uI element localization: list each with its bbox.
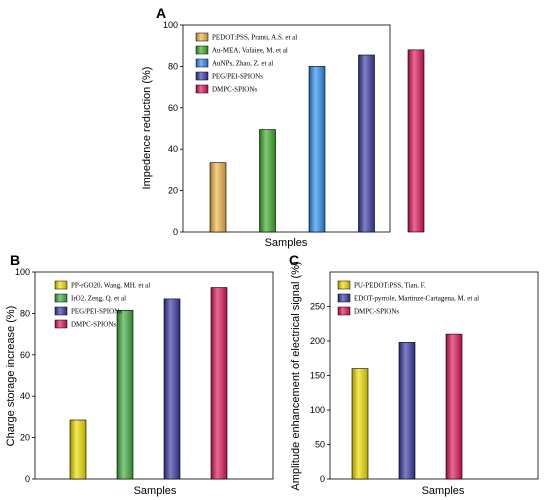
- bar: [116, 309, 134, 480]
- bar: [398, 342, 416, 480]
- legend-swatch: [54, 319, 68, 329]
- panel-letter: B: [10, 252, 20, 268]
- y-tick-label: 40: [20, 391, 30, 401]
- legend-swatch: [195, 84, 209, 94]
- bar: [407, 49, 425, 233]
- y-tick-label: 80: [20, 308, 30, 318]
- y-tick-label: 100: [163, 20, 178, 30]
- legend-swatch: [54, 293, 68, 303]
- legend-swatch: [195, 45, 209, 55]
- legend-label: AuNPs, Zhao, Z. et al: [212, 60, 273, 68]
- bar: [209, 162, 227, 233]
- y-tick-label: 60: [20, 350, 30, 360]
- bar: [259, 129, 276, 233]
- panel-letter: C: [289, 252, 299, 268]
- bar: [210, 287, 228, 480]
- legend-swatch: [54, 306, 68, 316]
- legend-swatch: [195, 58, 209, 68]
- legend-swatch: [337, 280, 351, 290]
- y-tick-label: 250: [310, 302, 325, 312]
- y-tick-label: 60: [168, 103, 178, 113]
- bar: [351, 368, 369, 480]
- y-tick-label: 50: [315, 440, 325, 450]
- y-tick-label: 20: [168, 186, 178, 196]
- x-axis-label: Samples: [422, 485, 465, 497]
- y-tick-label: 0: [25, 474, 30, 484]
- legend-label: DMPC-SPIONs: [212, 86, 257, 94]
- legend-swatch: [337, 293, 351, 303]
- x-axis-label: Samples: [134, 485, 177, 497]
- legend-label: PEG/PEI-SPIONs: [212, 73, 263, 81]
- legend-swatch: [195, 32, 209, 42]
- y-tick-label: 100: [310, 405, 325, 415]
- legend-label: Au-MEA, Vafaiee, M. et al: [212, 47, 288, 55]
- bar: [445, 333, 463, 480]
- legend-label: PU-PEDOT:PSS, Tian, F.: [354, 282, 426, 290]
- y-tick-label: 200: [310, 336, 325, 346]
- panel-a: A 0 20 40 60 80 100 Impedence reduction (%) Samp…: [141, 5, 425, 249]
- legend-label: PEDOT:PSS, Pranti, A.S. et al: [212, 34, 297, 42]
- plot-frame: [34, 271, 274, 480]
- y-axis-label: Charge storage increase (%): [5, 306, 17, 447]
- bar: [358, 54, 375, 233]
- legend-swatch: [337, 306, 351, 316]
- legend-label: DMPC-SPIONs: [71, 321, 116, 329]
- y-axis-label: Impedence reduction (%): [141, 67, 153, 190]
- y-tick-label: 80: [168, 61, 178, 71]
- legend-swatch: [195, 71, 209, 81]
- panel-b: B 0 20 40 60 80 100 Charge storage increase (%)…: [5, 252, 274, 497]
- bar: [69, 419, 87, 480]
- legend-label: IrO2, Zeng, Q. et al: [71, 295, 126, 303]
- legend-label: PEG/PEI-SPIONs: [71, 308, 122, 316]
- y-tick-label: 150: [310, 371, 325, 381]
- y-tick-label: 0: [320, 474, 325, 484]
- y-tick-label: 0: [173, 227, 178, 237]
- panel-c: C 0 50 100 150 200 250 Amplitude enhancement of…: [289, 252, 539, 497]
- plot-frame: [182, 24, 391, 233]
- y-tick-label: 20: [20, 433, 30, 443]
- panel-letter: A: [156, 5, 166, 21]
- x-axis-label: Samples: [265, 237, 308, 249]
- legend-label: EDOT-pyrrole, Martinze-Cartagena, M. et …: [354, 295, 479, 303]
- legend-swatch: [54, 280, 68, 290]
- y-axis-label: Amplitude enhancement of electrical sign…: [290, 261, 302, 490]
- bar: [308, 66, 326, 233]
- legend-label: DMPC-SPIONs: [354, 308, 399, 316]
- legend-label: PP-rGO20, Wang, MH. et al: [71, 282, 150, 290]
- bar: [163, 298, 181, 480]
- y-tick-label: 100: [15, 267, 30, 277]
- y-tick-label: 40: [168, 144, 178, 154]
